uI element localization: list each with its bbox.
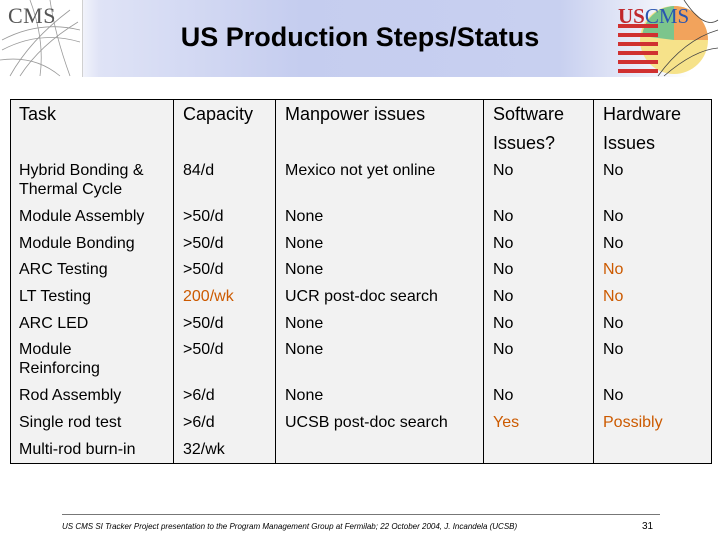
manpower-cell: Mexico not yet online	[285, 162, 436, 179]
task-line: Module Assembly	[19, 208, 145, 225]
task-cell: Module Assembly	[19, 207, 144, 226]
header-manpower-line: Manpower issues	[285, 104, 426, 124]
manpower-cell: None	[285, 208, 324, 225]
hardware-cell: Possibly	[603, 414, 663, 431]
header-software-line-2: Issues?	[493, 133, 556, 153]
hardware-cell: No	[603, 261, 624, 278]
uscms-logo-cms: CMS	[644, 4, 690, 28]
header-capacity: Capacity	[183, 100, 253, 129]
header-hardware-line-2: Issues	[603, 133, 656, 153]
hardware-cell: No	[603, 235, 624, 252]
task-cell: ARC LED	[19, 314, 88, 333]
manpower-cell: None	[285, 235, 324, 252]
task-line: LT Testing	[19, 288, 92, 305]
software-cell: No	[493, 288, 514, 305]
column-divider	[275, 100, 276, 463]
software-cell: Yes	[493, 414, 520, 431]
header-capacity-line: Capacity	[183, 104, 254, 124]
uscms-logo-us: US	[618, 4, 645, 28]
status-table: Task Capacity Manpower issues Software I…	[10, 99, 712, 464]
capacity-cell: >50/d	[183, 261, 224, 278]
task-line: Module	[19, 341, 72, 358]
capacity-cell: >50/d	[183, 315, 224, 332]
cms-logo-text: CMS	[8, 3, 56, 28]
hardware-cell: No	[603, 208, 624, 225]
hardware-cell: No	[603, 288, 624, 305]
slide-header: CMS US Production Steps/Status USCMS	[0, 0, 720, 77]
manpower-cell: None	[285, 261, 324, 278]
task-line: ARC LED	[19, 315, 89, 332]
software-cell: No	[493, 261, 514, 278]
capacity-cell: >50/d	[183, 341, 224, 358]
manpower-cell: None	[285, 315, 324, 332]
task-cell: Module Reinforcing	[19, 340, 100, 378]
software-cell: No	[493, 387, 514, 404]
software-cell: No	[493, 162, 514, 179]
footer-text: US CMS SI Tracker Project presentation t…	[62, 522, 518, 531]
uscms-logo-graphic	[618, 0, 719, 77]
task-cell: Single rod test	[19, 413, 121, 432]
software-cell: No	[493, 341, 514, 358]
header-task-line: Task	[19, 104, 57, 124]
hardware-cell: No	[603, 387, 624, 404]
uscms-logo-text: USCMS	[618, 4, 689, 29]
software-cell: No	[493, 208, 514, 225]
column-divider	[593, 100, 594, 463]
manpower-cell: UCR post-doc search	[285, 288, 438, 305]
task-line: ARC Testing	[19, 261, 108, 278]
uscms-logo: USCMS	[614, 0, 720, 77]
task-line: Multi-rod burn-in	[19, 441, 136, 458]
manpower-cell: None	[285, 341, 324, 358]
header-manpower: Manpower issues	[285, 100, 425, 129]
task-line: Single rod test	[19, 414, 122, 431]
task-cell: Multi-rod burn-in	[19, 440, 135, 459]
page-number: 31	[642, 521, 654, 532]
header-task: Task	[19, 100, 56, 129]
capacity-cell: >50/d	[183, 208, 224, 225]
capacity-cell: >50/d	[183, 235, 224, 252]
header-software-line-1: Software	[493, 104, 565, 124]
hardware-cell: No	[603, 341, 624, 358]
task-cell: Rod Assembly	[19, 386, 121, 405]
manpower-cell: None	[285, 387, 324, 404]
header-hardware: Hardware Issues	[603, 100, 681, 158]
task-line: Rod Assembly	[19, 387, 122, 404]
task-line: Module Bonding	[19, 235, 135, 252]
capacity-cell: 200/wk	[183, 288, 234, 305]
column-divider	[483, 100, 484, 463]
capacity-cell: 32/wk	[183, 441, 225, 458]
capacity-cell: 84/d	[183, 162, 215, 179]
capacity-cell: >6/d	[183, 387, 215, 404]
header-software: Software Issues?	[493, 100, 564, 158]
page-title: US Production Steps/Status	[180, 22, 540, 52]
header-hardware-line-1: Hardware	[603, 104, 682, 124]
capacity-cell: >6/d	[183, 414, 215, 431]
hardware-cell: No	[603, 315, 624, 332]
task-cell: Hybrid Bonding & Thermal Cycle	[19, 161, 144, 199]
software-cell: No	[493, 235, 514, 252]
task-cell: ARC Testing	[19, 260, 108, 279]
manpower-cell: UCSB post-doc search	[285, 414, 448, 431]
task-line: Reinforcing	[19, 360, 100, 377]
task-cell: Module Bonding	[19, 234, 135, 253]
hardware-cell: No	[603, 162, 624, 179]
task-cell: LT Testing	[19, 287, 91, 306]
task-line: Hybrid Bonding &	[19, 162, 144, 179]
footer-divider	[62, 514, 660, 515]
software-cell: No	[493, 315, 514, 332]
cms-logo: CMS	[0, 0, 83, 77]
column-divider	[173, 100, 174, 463]
cms-logo-graphic	[0, 0, 81, 77]
task-line: Thermal Cycle	[19, 181, 123, 198]
